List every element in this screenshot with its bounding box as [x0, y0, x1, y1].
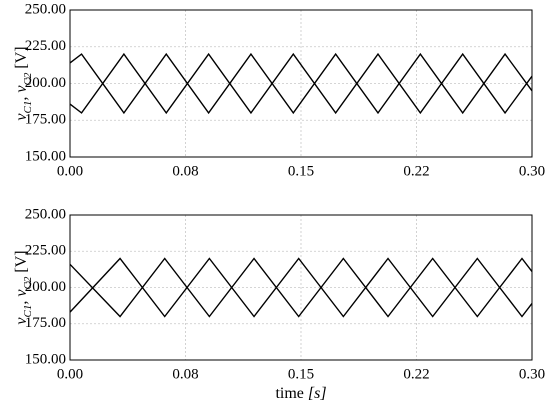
y-axis-label: vC1, vC2 [V] — [13, 250, 34, 324]
x-tick-label: 0.15 — [288, 366, 314, 382]
plot-frame — [69, 214, 533, 361]
y-axis-label-part: C1 — [22, 101, 34, 114]
series-line — [69, 257, 533, 318]
x-tick-label: 0.08 — [172, 366, 198, 382]
y-axis-label-part: C2 — [22, 72, 34, 85]
y-axis-label-part: , v — [13, 289, 30, 305]
x-axis-label-part: time — [275, 385, 307, 402]
y-tick-label: 250.00 — [25, 1, 66, 17]
y-tick-label: 200.00 — [25, 279, 66, 295]
y-axis-label-part: [V] — [13, 46, 30, 72]
plot-frame — [69, 9, 533, 158]
y-tick-label: 150.00 — [25, 351, 66, 367]
y-axis-label-part: v — [13, 113, 30, 121]
x-tick-label: 0.08 — [172, 163, 198, 179]
y-axis-label-part: C2 — [22, 276, 34, 289]
y-tick-label: 200.00 — [25, 75, 66, 91]
x-axis-label-part: [s] — [308, 385, 327, 402]
y-axis-label: vC1, vC2 [V] — [13, 46, 34, 120]
y-axis-label-part: [V] — [13, 250, 30, 276]
y-tick-label: 175.00 — [25, 112, 66, 128]
series-line — [69, 52, 533, 115]
y-axis-label-part: v — [13, 317, 30, 325]
y-tick-label: 250.00 — [25, 206, 66, 222]
x-tick-label: 0.22 — [403, 366, 429, 382]
x-tick-label: 0.00 — [57, 366, 83, 382]
series-line — [69, 52, 533, 115]
x-tick-label: 0.15 — [288, 163, 314, 179]
x-tick-label: 0.00 — [57, 163, 83, 179]
y-axis-label-part: C1 — [22, 305, 34, 318]
y-tick-label: 225.00 — [25, 243, 66, 259]
x-tick-label: 0.30 — [519, 163, 545, 179]
y-tick-label: 225.00 — [25, 38, 66, 54]
y-axis-label-part: , v — [13, 85, 30, 101]
x-tick-label: 0.30 — [519, 366, 545, 382]
y-tick-label: 175.00 — [25, 315, 66, 331]
x-axis-label: time [s] — [275, 385, 326, 402]
y-tick-label: 150.00 — [25, 148, 66, 164]
x-tick-label: 0.22 — [403, 163, 429, 179]
